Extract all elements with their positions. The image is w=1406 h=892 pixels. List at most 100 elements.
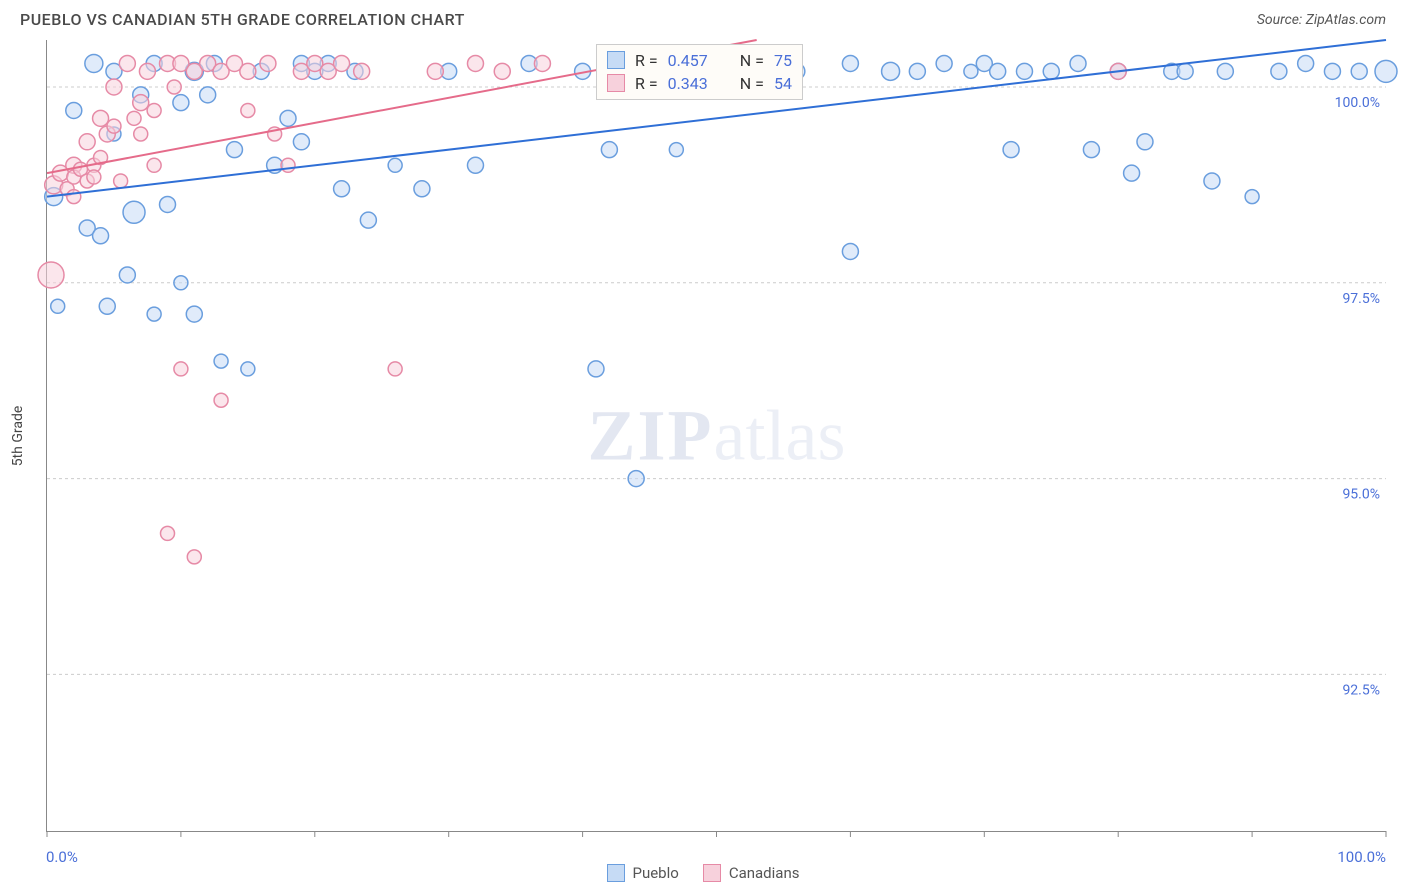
scatter-point <box>427 63 443 79</box>
scatter-point <box>106 79 122 95</box>
scatter-point <box>1271 63 1287 79</box>
scatter-point <box>139 63 155 79</box>
scatter-point <box>93 110 109 126</box>
scatter-point <box>1375 60 1397 82</box>
scatter-point <box>38 262 64 288</box>
scatter-point <box>1324 63 1340 79</box>
scatter-point <box>241 362 255 376</box>
scatter-point <box>161 526 175 540</box>
scatter-point <box>51 299 65 313</box>
y-tick-label: 92.5% <box>1342 682 1380 698</box>
scatter-point <box>147 158 161 172</box>
legend-item: Canadians <box>703 864 800 882</box>
scatter-point <box>79 134 95 150</box>
scatter-point <box>240 63 256 79</box>
scatter-point <box>226 142 242 158</box>
scatter-point <box>173 95 189 111</box>
scatter-point <box>360 212 376 228</box>
scatter-point <box>93 228 109 244</box>
scatter-point <box>388 362 402 376</box>
scatter-point <box>281 158 295 172</box>
scatter-point <box>260 55 276 71</box>
scatter-point <box>1124 165 1140 181</box>
scatter-point <box>119 55 135 71</box>
stats-row: R = 0.343N = 54 <box>607 72 792 95</box>
scatter-point <box>174 276 188 290</box>
y-tick-label: 95.0% <box>1342 487 1380 503</box>
scatter-point <box>601 142 617 158</box>
legend-swatch <box>607 864 625 882</box>
scatter-point <box>186 306 202 322</box>
legend-item: Pueblo <box>607 864 679 882</box>
scatter-point <box>200 87 216 103</box>
stats-n-label: N = <box>740 74 764 93</box>
scatter-point <box>1177 63 1193 79</box>
scatter-point <box>964 64 978 78</box>
scatter-point <box>1204 173 1220 189</box>
scatter-point <box>293 134 309 150</box>
scatter-point <box>214 393 228 407</box>
scatter-point <box>1245 190 1259 204</box>
scatter-point <box>214 354 228 368</box>
scatter-point <box>127 111 141 125</box>
scatter-point <box>167 80 181 94</box>
scatter-point <box>414 181 430 197</box>
scatter-point <box>494 63 510 79</box>
stats-r-label: R = <box>635 51 658 70</box>
scatter-point <box>990 63 1006 79</box>
stats-row: R = 0.457N = 75 <box>607 49 792 72</box>
chart-container: PUEBLO VS CANADIAN 5TH GRADE CORRELATION… <box>0 0 1406 892</box>
scatter-point <box>628 471 644 487</box>
chart-title: PUEBLO VS CANADIAN 5TH GRADE CORRELATION… <box>20 10 465 29</box>
scatter-point <box>467 157 483 173</box>
stats-r-value: 0.343 <box>668 74 708 93</box>
scatter-point <box>842 55 858 71</box>
y-axis-label: 5th Grade <box>10 406 26 467</box>
scatter-point <box>588 361 604 377</box>
scatter-point <box>160 196 176 212</box>
stats-swatch <box>607 51 625 69</box>
scatter-point <box>85 54 103 72</box>
scatter-point <box>936 55 952 71</box>
legend-label: Canadians <box>729 864 800 882</box>
legend: Pueblo Canadians <box>0 864 1406 882</box>
scatter-point <box>1351 63 1367 79</box>
chart-header: PUEBLO VS CANADIAN 5TH GRADE CORRELATION… <box>0 0 1406 29</box>
y-tick-label: 100.0% <box>1335 95 1380 111</box>
scatter-point <box>107 119 121 133</box>
scatter-point <box>133 95 149 111</box>
scatter-point <box>99 298 115 314</box>
scatter-point <box>174 362 188 376</box>
scatter-point <box>123 201 145 223</box>
scatter-point <box>467 55 483 71</box>
scatter-point <box>134 127 148 141</box>
scatter-point <box>1016 63 1032 79</box>
scatter-point <box>280 110 296 126</box>
scatter-point <box>842 243 858 259</box>
scatter-point <box>119 267 135 283</box>
scatter-point <box>882 62 900 80</box>
scatter-point <box>334 55 350 71</box>
stats-r-value: 0.457 <box>668 51 708 70</box>
scatter-point <box>669 143 683 157</box>
scatter-point <box>334 181 350 197</box>
plot-area: ZIPatlas 100.0%97.5%95.0%92.5% R = 0.457… <box>46 40 1386 832</box>
scatter-point <box>147 307 161 321</box>
scatter-point <box>388 158 402 172</box>
scatter-point <box>1298 55 1314 71</box>
scatter-point <box>114 174 128 188</box>
scatter-point <box>1137 134 1153 150</box>
source-label: Source: ZipAtlas.com <box>1257 12 1386 28</box>
scatter-point <box>241 103 255 117</box>
scatter-point <box>1217 63 1233 79</box>
scatter-point <box>354 63 370 79</box>
stats-swatch <box>607 74 625 92</box>
stats-n-label: N = <box>740 51 764 70</box>
scatter-point <box>67 190 81 204</box>
scatter-point <box>534 55 550 71</box>
legend-label: Pueblo <box>633 864 679 882</box>
scatter-point <box>66 102 82 118</box>
scatter-point <box>187 550 201 564</box>
stats-n-value: 54 <box>774 74 792 93</box>
scatter-point <box>1070 55 1086 71</box>
